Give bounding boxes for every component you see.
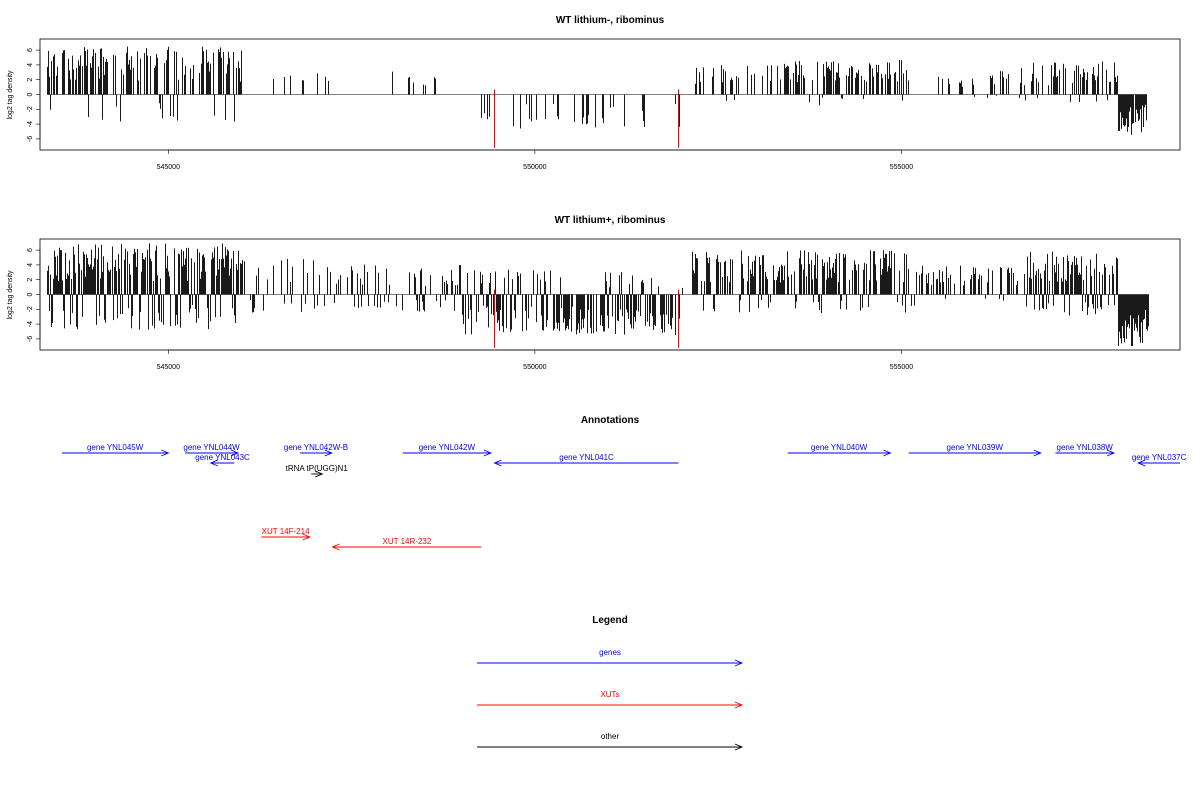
y-tick-label: -4 [27,121,34,127]
feature-label: gene YNL039W [947,443,1004,452]
density-bars [47,243,1149,347]
feature-label: XUT 14R-232 [383,537,432,546]
annotation-feature: gene YNL044W [183,443,240,457]
x-tick-label: 555000 [890,364,913,371]
legend-panel: Legend genes XUTs other [477,615,744,751]
feature-arrowhead [493,459,502,467]
y-tick-label: 6 [27,248,34,252]
red-markers [493,289,680,348]
y-axis-label: log2 tag density [7,270,14,320]
y-tick-label: -2 [27,306,34,312]
x-tick-label: 545000 [157,164,180,171]
y-tick-label: 6 [27,48,34,52]
feature-label: gene YNL041C [559,453,614,462]
feature-arrowhead [1137,459,1146,467]
legend-arrowhead [734,659,744,667]
feature-arrowhead [315,470,324,478]
feature-label: gene YNL042W-B [284,443,348,452]
feature-label: tRNA tP(UGG)N1 [286,464,349,473]
panel-title: WT lithium+, ribominus [555,215,666,226]
legend-entry: XUTs [477,690,744,709]
legend-entry: genes [477,648,744,667]
feature-arrowhead [331,543,340,551]
annotations-panel: Annotations gene YNL045W gene YNL044Wgene… [62,415,1187,551]
legend-arrowhead [734,743,744,751]
x-tick-label: 550000 [523,164,546,171]
annotation-feature: tRNA tP(UGG)N1 [286,464,349,478]
x-tick-label: 545000 [157,364,180,371]
x-axis: 545000 550000 555000 [157,349,913,371]
legend-entries: genes XUTs other [477,648,744,751]
y-tick-label: -4 [27,321,34,327]
y-tick-label: -6 [27,136,34,142]
y-tick-label: -6 [27,336,34,342]
legend-label: other [601,732,620,741]
y-tick-label: -2 [27,106,34,112]
feature-arrowhead [324,449,333,457]
feature-label: gene YNL043C [195,453,250,462]
annotation-feature: gene YNL039W [908,443,1042,457]
feature-label: gene YNL044W [183,443,240,452]
density-bars [47,46,1147,135]
annotation-feature: gene YNL043C [195,453,250,467]
red-markers [493,89,680,148]
feature-arrowhead [1106,449,1116,457]
annotation-feature: gene YNL041C [493,453,679,467]
panel-title: WT lithium-, ribominus [556,15,665,26]
y-axis: 6 4 2 0 -2 -4 -6 [27,248,41,342]
annotation-feature: gene YNL040W [787,443,892,457]
track-panel-lithium-plus: WT lithium+, ribominus log2 tag density … [7,215,1181,371]
legend-arrowhead [734,701,744,709]
feature-arrowhead [161,449,170,457]
annotation-feature: gene YNL042W-B [284,443,348,457]
annotation-feature: XUT 14R-232 [331,537,482,551]
annotation-feature: gene YNL038W [1055,443,1116,457]
y-axis: 6 4 2 0 -2 -4 -6 [27,48,41,142]
feature-label: gene YNL045W [87,443,144,452]
feature-arrowhead [483,449,493,457]
y-tick-label: 0 [27,292,34,296]
y-tick-label: 4 [27,263,34,267]
feature-arrowhead [230,449,240,457]
annotation-feature: gene YNL042W [402,443,493,457]
track-panel-lithium-minus: WT lithium-, ribominus log2 tag density … [7,15,1181,171]
feature-label: gene YNL040W [811,443,868,452]
x-tick-label: 555000 [890,164,913,171]
feature-arrowhead [209,459,218,467]
feature-label: gene YNL037C [1132,453,1187,462]
feature-label: gene YNL042W [419,443,476,452]
y-tick-label: 2 [27,78,34,82]
feature-arrowhead [883,449,892,457]
annotation-feature: gene YNL045W [62,443,170,457]
y-tick-label: 2 [27,278,34,282]
annotations-title: Annotations [581,415,640,426]
feature-arrowhead [302,533,311,541]
legend-label: genes [599,648,621,657]
feature-label: XUT 14F-214 [262,527,310,536]
y-tick-label: 0 [27,92,34,96]
y-tick-label: 4 [27,63,34,67]
x-tick-label: 550000 [523,364,546,371]
feature-arrowhead [1033,449,1042,457]
legend-entry: other [477,732,744,751]
annotation-feature: XUT 14F-214 [261,527,311,541]
legend-label: XUTs [600,690,619,699]
x-axis: 545000 550000 555000 [157,149,913,171]
y-axis-label: log2 tag density [7,70,14,120]
annotation-feature: gene YNL037C [1132,453,1187,467]
feature-label: gene YNL038W [1057,443,1114,452]
legend-title: Legend [592,615,628,626]
